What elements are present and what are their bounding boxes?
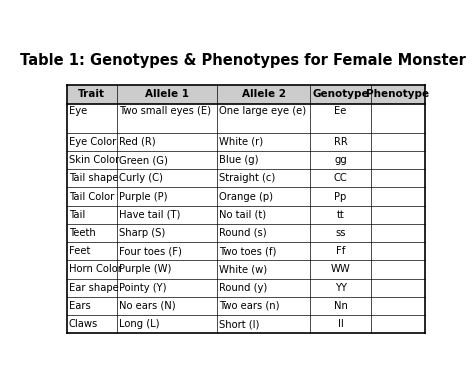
Text: Nn: Nn bbox=[334, 301, 347, 311]
Text: Eye Color: Eye Color bbox=[69, 137, 116, 147]
Text: Purple (P): Purple (P) bbox=[119, 192, 167, 202]
Text: Feet: Feet bbox=[69, 246, 90, 256]
Text: Have tail (T): Have tail (T) bbox=[119, 210, 180, 220]
Text: Pp: Pp bbox=[335, 192, 346, 202]
Text: Two toes (f): Two toes (f) bbox=[219, 246, 277, 256]
Text: tt: tt bbox=[337, 210, 345, 220]
Text: White (w): White (w) bbox=[219, 264, 267, 274]
Text: Teeth: Teeth bbox=[69, 228, 96, 238]
Text: RR: RR bbox=[334, 137, 347, 147]
Bar bbox=[117, 85, 217, 104]
Text: gg: gg bbox=[334, 155, 347, 165]
Text: ll: ll bbox=[337, 319, 344, 329]
Bar bbox=[310, 85, 371, 104]
Text: Allele 2: Allele 2 bbox=[242, 90, 286, 99]
Text: No tail (t): No tail (t) bbox=[219, 210, 266, 220]
Text: Eye: Eye bbox=[69, 106, 87, 116]
Text: Orange (p): Orange (p) bbox=[219, 192, 273, 202]
Text: YY: YY bbox=[335, 283, 346, 293]
Text: Two ears (n): Two ears (n) bbox=[219, 301, 280, 311]
Text: Curly (C): Curly (C) bbox=[119, 173, 163, 183]
Text: Short (l): Short (l) bbox=[219, 319, 260, 329]
Bar bbox=[217, 85, 310, 104]
Text: Sharp (S): Sharp (S) bbox=[119, 228, 165, 238]
Text: Allele 1: Allele 1 bbox=[145, 90, 189, 99]
Text: Four toes (F): Four toes (F) bbox=[119, 246, 182, 256]
Text: Purple (W): Purple (W) bbox=[119, 264, 171, 274]
Text: Green (G): Green (G) bbox=[119, 155, 168, 165]
Text: No ears (N): No ears (N) bbox=[119, 301, 175, 311]
Bar bbox=[66, 85, 117, 104]
Text: Tail: Tail bbox=[69, 210, 85, 220]
Text: Claws: Claws bbox=[69, 319, 98, 329]
Bar bbox=[371, 85, 425, 104]
Text: WW: WW bbox=[331, 264, 350, 274]
Text: Ff: Ff bbox=[336, 246, 345, 256]
Text: Ear shape: Ear shape bbox=[69, 283, 118, 293]
Text: White (r): White (r) bbox=[219, 137, 264, 147]
Text: Genotype: Genotype bbox=[312, 90, 369, 99]
Text: Ears: Ears bbox=[69, 301, 91, 311]
Text: Tail Color: Tail Color bbox=[69, 192, 114, 202]
Text: Round (s): Round (s) bbox=[219, 228, 267, 238]
Text: CC: CC bbox=[334, 173, 347, 183]
Text: Round (y): Round (y) bbox=[219, 283, 267, 293]
Text: Phenotype: Phenotype bbox=[366, 90, 429, 99]
Text: One large eye (e): One large eye (e) bbox=[219, 106, 306, 116]
Text: Skin Color: Skin Color bbox=[69, 155, 119, 165]
Text: Horn Color: Horn Color bbox=[69, 264, 122, 274]
Text: Blue (g): Blue (g) bbox=[219, 155, 259, 165]
Text: Pointy (Y): Pointy (Y) bbox=[119, 283, 166, 293]
Text: Tail shape: Tail shape bbox=[69, 173, 118, 183]
Text: Straight (c): Straight (c) bbox=[219, 173, 275, 183]
Text: Ee: Ee bbox=[334, 106, 347, 116]
Text: Two small eyes (E): Two small eyes (E) bbox=[119, 106, 211, 116]
Text: Red (R): Red (R) bbox=[119, 137, 155, 147]
Text: Trait: Trait bbox=[78, 90, 105, 99]
Text: ss: ss bbox=[335, 228, 346, 238]
Text: Long (L): Long (L) bbox=[119, 319, 159, 329]
Text: Table 1: Genotypes & Phenotypes for Female Monster: Table 1: Genotypes & Phenotypes for Fema… bbox=[20, 53, 466, 68]
